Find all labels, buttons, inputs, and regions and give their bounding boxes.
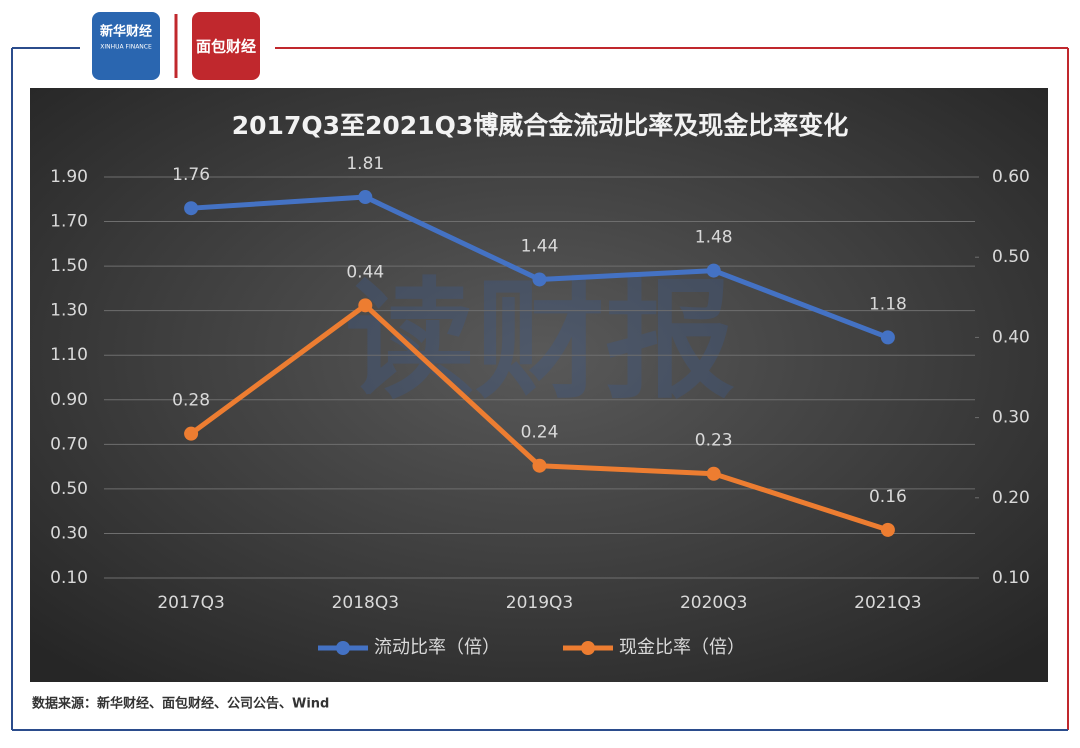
x-tick-label: 2018Q3 [332,593,399,613]
data-label: 1.44 [521,236,559,256]
point [706,466,721,481]
legend-marker [336,641,350,655]
chart-title: 2017Q3至2021Q3博威合金流动比率及现金比率变化 [232,111,848,140]
logo-text: 新华财经 [100,24,152,40]
logo [92,12,160,80]
logo [192,12,260,80]
y2-tick-label: 0.20 [992,488,1030,508]
y2-tick-label: 0.40 [992,327,1030,347]
point [706,263,721,278]
legend-marker [581,641,595,655]
data-label: 0.24 [521,423,559,443]
data-label: 1.76 [172,165,210,185]
data-label: 0.16 [869,487,907,507]
data-label: 1.48 [695,228,733,248]
y-tick-label: 1.10 [50,345,88,365]
logo-text: 面包财经 [196,38,256,56]
point [532,458,547,473]
chart-area [30,88,1048,682]
point [880,522,895,537]
x-tick-label: 2017Q3 [157,593,224,613]
data-label: 0.23 [695,431,733,451]
point [358,298,373,313]
data-label: 0.44 [346,262,384,282]
y-tick-label: 0.30 [50,523,88,543]
y-tick-label: 1.30 [50,301,88,321]
y-tick-label: 0.70 [50,434,88,454]
y-tick-label: 1.70 [50,212,88,232]
y-tick-label: 1.50 [50,256,88,276]
point [358,190,373,205]
watermark: 读财报 [345,265,735,417]
data-label: 1.81 [346,154,384,174]
y2-tick-label: 0.30 [992,408,1030,428]
x-tick-label: 2019Q3 [506,593,573,613]
y2-tick-label: 0.50 [992,247,1030,267]
source-note: 数据来源：新华财经、面包财经、公司公告、Wind [32,696,329,712]
y-tick-label: 0.90 [50,390,88,410]
point [880,330,895,345]
y2-tick-label: 0.10 [992,568,1030,588]
y2-tick-label: 0.60 [992,167,1030,187]
point [532,272,547,287]
y-tick-label: 1.90 [50,167,88,187]
legend-label: 现金比率（倍） [619,637,745,658]
y-tick-label: 0.10 [50,568,88,588]
data-label: 1.18 [869,294,907,314]
logo-text: XINHUA FINANCE [100,44,152,51]
x-tick-label: 2021Q3 [854,593,921,613]
point [184,426,199,441]
data-label: 0.28 [172,391,210,411]
x-tick-label: 2020Q3 [680,593,747,613]
legend-label: 流动比率（倍） [374,637,500,658]
point [184,201,199,216]
y-tick-label: 0.50 [50,479,88,499]
